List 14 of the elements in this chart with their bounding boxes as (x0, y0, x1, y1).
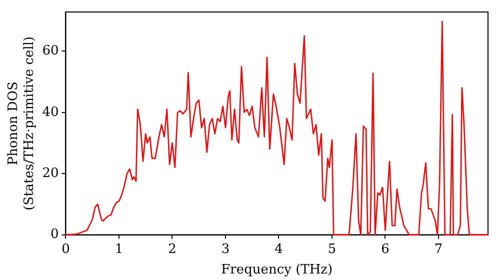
x-tick-label: 3 (221, 242, 230, 257)
y-axis-title: Phonon DOS (States/THz·primitive cell) (6, 36, 37, 210)
x-tick-label: 1 (114, 242, 124, 257)
x-tick-label: 0 (62, 242, 70, 257)
x-tick-label: 5 (328, 242, 336, 257)
x-tick-label: 7 (434, 242, 443, 257)
y-tick-label: 20 (42, 166, 59, 181)
y-tick-label: 60 (42, 44, 59, 59)
y-tick-label: 0 (50, 227, 59, 242)
x-tick-label: 4 (274, 242, 283, 257)
x-axis-title: Frequency (THz) (221, 262, 333, 278)
x-tick-label: 6 (381, 242, 390, 257)
x-tick-label: 2 (168, 242, 176, 257)
y-tick-label: 40 (42, 104, 59, 120)
